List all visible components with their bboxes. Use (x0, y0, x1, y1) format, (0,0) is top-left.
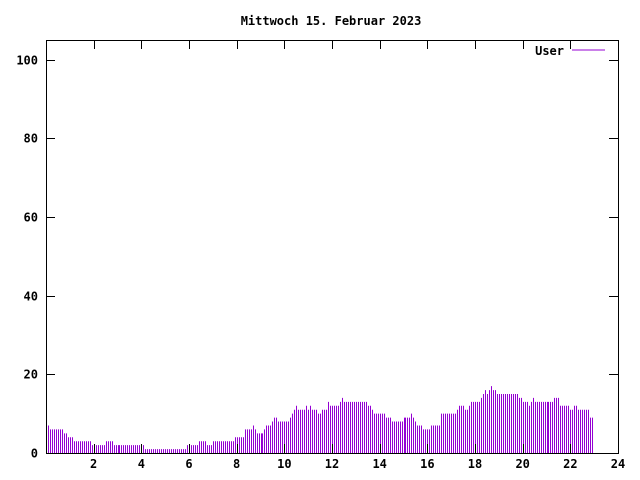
x-tick-label-18: 18 (468, 457, 482, 471)
y-tick-label-100: 100 (16, 54, 38, 68)
x-tick-label-10: 10 (277, 457, 291, 471)
x-tick-label-20: 20 (515, 457, 529, 471)
x-tick-label-2: 2 (90, 457, 97, 471)
y-tick-label-40: 40 (24, 290, 38, 304)
x-tick-label-12: 12 (325, 457, 339, 471)
y-tick-label-60: 60 (24, 211, 38, 225)
y-tick-label-20: 20 (24, 368, 38, 382)
legend-label-user: User (535, 44, 564, 58)
legend: User (535, 44, 605, 58)
x-tick-label-16: 16 (420, 457, 434, 471)
x-tick-label-22: 22 (563, 457, 577, 471)
x-tick-label-14: 14 (372, 457, 386, 471)
x-tick-label-8: 8 (233, 457, 240, 471)
y-tick-label-80: 80 (24, 132, 38, 146)
chart-title: Mittwoch 15. Februar 2023 (241, 14, 422, 28)
bars (46, 386, 593, 453)
x-tick-label-4: 4 (138, 457, 145, 471)
y-tick-label-0: 0 (31, 447, 38, 461)
plot-border (46, 40, 619, 454)
x-tick-label-24: 24 (611, 457, 625, 471)
x-tick-label-6: 6 (185, 457, 192, 471)
